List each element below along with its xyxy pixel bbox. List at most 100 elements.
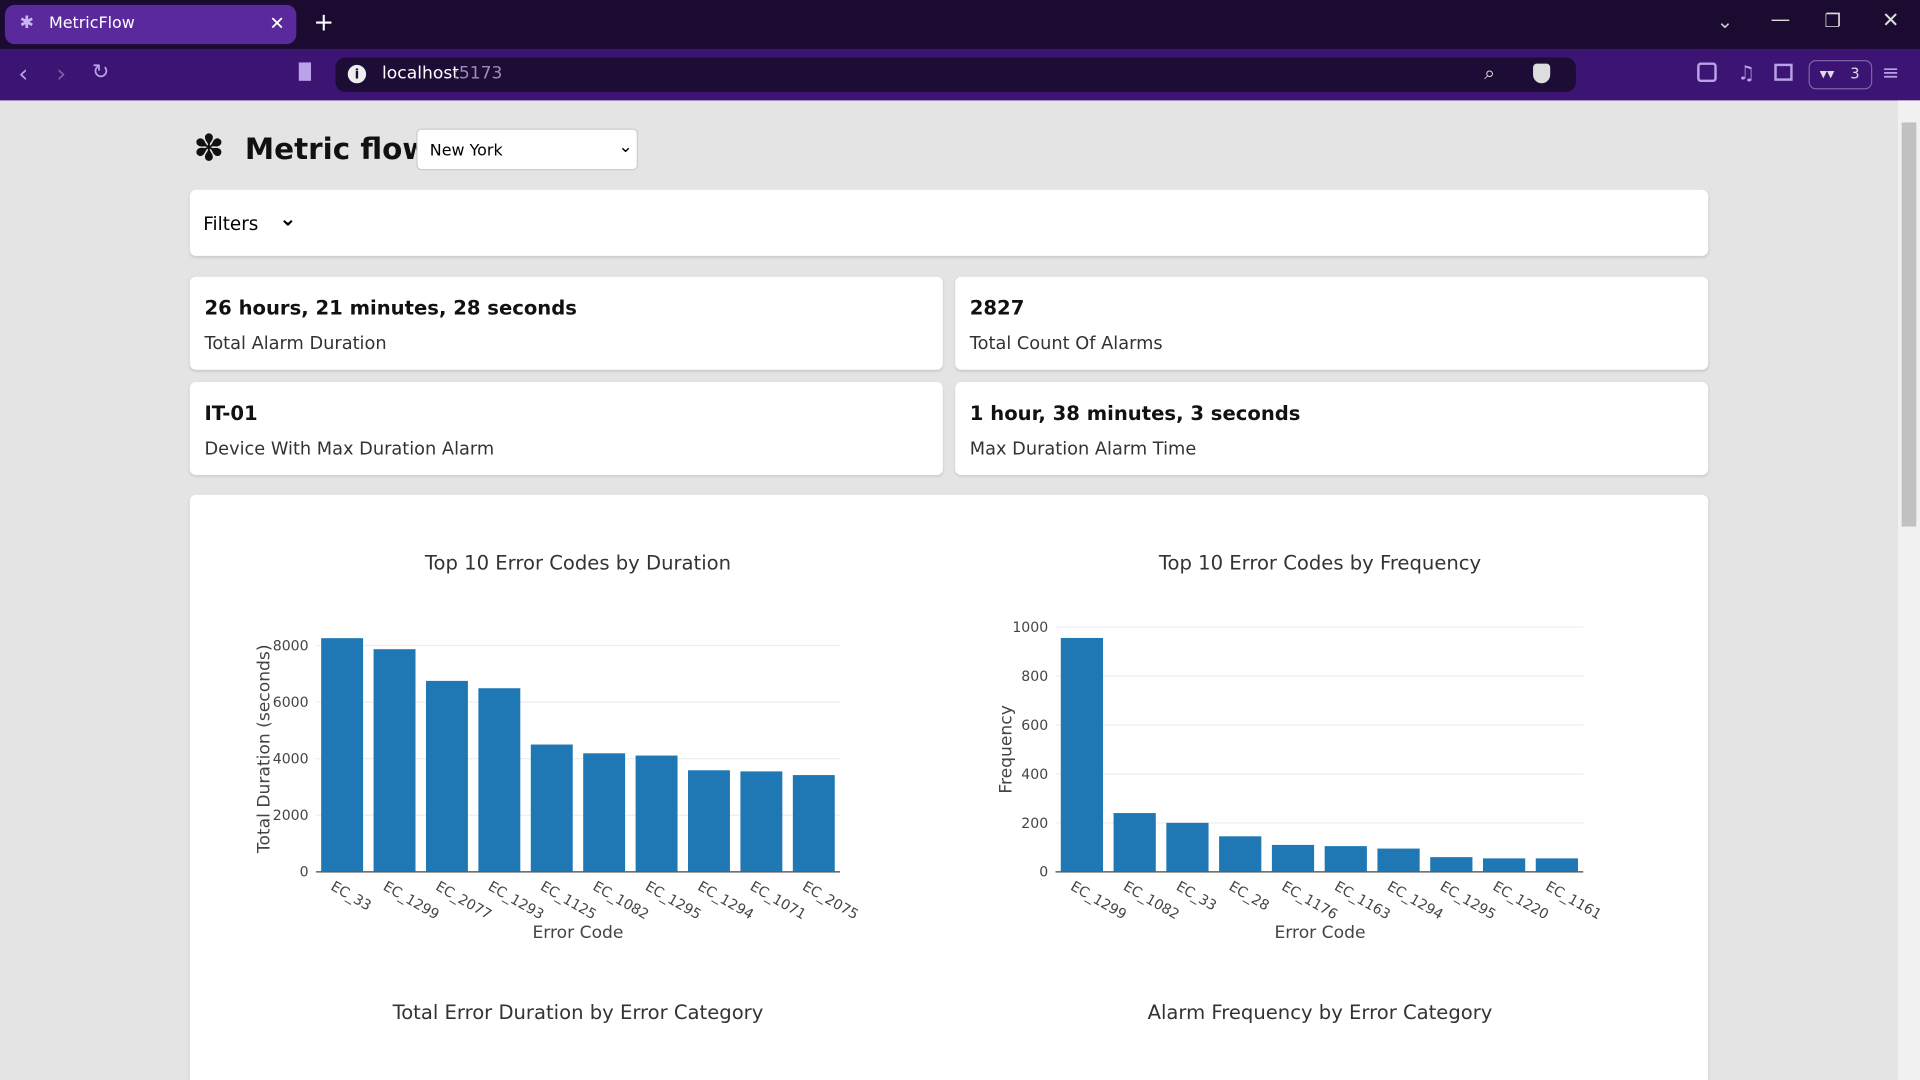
address-bar[interactable]: i localhost:5173 ⌕ (335, 57, 1576, 92)
tab-strip (0, 0, 1920, 49)
x-tick-label: EC_1294 (695, 879, 756, 924)
x-tick-label: EC_2077 (433, 879, 494, 924)
y-tick-label: 8000 (273, 638, 309, 654)
y-tick-label: 200 (1021, 816, 1048, 832)
stat-label: Total Count Of Alarms (969, 334, 1163, 354)
tab-title: MetricFlow (48, 14, 135, 34)
x-tick-label: EC_1082 (590, 879, 651, 924)
new-tab-button[interactable]: + (313, 7, 334, 37)
city-select[interactable]: New York ⌄ (416, 128, 638, 171)
x-tick-label: EC_1125 (538, 879, 599, 924)
select-caret: ⌄ (618, 137, 633, 157)
brand-logo: ✽ (193, 127, 225, 171)
bar (1271, 844, 1315, 872)
bar (321, 638, 364, 872)
bar (688, 770, 730, 872)
close-window-button[interactable]: ✕ (1882, 8, 1900, 34)
wallet-button[interactable]: ▾▾ 3 (1808, 60, 1873, 90)
bar (583, 753, 626, 872)
y-axis-title: Total Duration (seconds) (254, 644, 274, 854)
y-tick-label: 0 (1039, 865, 1048, 881)
x-tick-label: EC_1161 (1543, 879, 1604, 924)
bookmark-button[interactable] (298, 62, 312, 81)
sidebar-button[interactable] (1774, 63, 1793, 81)
media-button[interactable]: ♫ (1737, 61, 1756, 85)
reload-button[interactable]: ↻ (91, 60, 110, 85)
stat-label: Total Alarm Duration (204, 334, 387, 354)
extensions-button[interactable] (1697, 62, 1717, 83)
y-tick-label: 400 (1021, 767, 1048, 783)
stat-value: 2827 (969, 296, 1025, 320)
chart-title: Top 10 Error Codes by Frequency (1158, 551, 1481, 574)
x-axis-title: Error Code (532, 923, 623, 943)
y-tick-label: 4000 (273, 752, 309, 768)
tab-search[interactable]: ⌄ (1716, 9, 1734, 34)
stat-value: 26 hours, 21 minutes, 28 seconds (204, 296, 577, 320)
x-tick-label: EC_1082 (1120, 879, 1181, 924)
bar (1113, 813, 1156, 872)
y-axis-title: Frequency (996, 705, 1016, 793)
tab-close[interactable]: ✕ (269, 12, 285, 35)
x-tick-label: EC_1295 (642, 879, 703, 924)
x-tick-label: EC_1299 (380, 879, 441, 924)
x-tick-label: EC_2075 (800, 879, 861, 924)
x-tick-label: EC_28 (1226, 879, 1272, 915)
restore-button[interactable]: ❐ (1824, 9, 1841, 32)
stat-value: IT-01 (204, 401, 258, 425)
menu-button[interactable]: ≡ (1882, 61, 1900, 86)
brave-shield[interactable] (1533, 63, 1551, 84)
bar (635, 755, 678, 872)
y-tick-label: 0 (300, 865, 309, 881)
stat-label: Device With Max Duration Alarm (204, 439, 495, 460)
bar (373, 649, 416, 872)
bar (1377, 848, 1420, 872)
bar (1166, 822, 1209, 872)
browser-tab[interactable]: ✱ MetricFlow ✕ (4, 4, 297, 45)
bar (530, 744, 573, 872)
y-tick-label: 600 (1021, 718, 1048, 734)
y-tick-label: 1000 (1012, 620, 1048, 636)
x-tick-label: EC_1071 (747, 879, 808, 924)
stat-card: 1 hour, 38 minutes, 3 seconds Max Duratio… (955, 382, 1709, 476)
zoom-icon[interactable]: ⌕ (1484, 61, 1496, 85)
y-tick-label: 2000 (273, 808, 309, 824)
x-tick-label: EC_1176 (1279, 879, 1340, 924)
x-tick-label: EC_1163 (1332, 879, 1393, 924)
bar (425, 680, 468, 872)
chart-title: Total Error Duration by Error Category (392, 1001, 764, 1024)
stat-value: 1 hour, 38 minutes, 3 seconds (969, 401, 1301, 425)
scrollbar[interactable] (1897, 100, 1920, 1080)
x-tick-label: EC_1293 (485, 879, 546, 924)
url-port: :5173 (453, 63, 503, 84)
bar (1060, 637, 1104, 872)
y-tick-label: 6000 (273, 695, 309, 711)
bar (792, 775, 835, 872)
chart-title: Top 10 Error Codes by Duration (424, 551, 731, 574)
x-tick-label: EC_1295 (1437, 879, 1498, 924)
chart-title: Alarm Frequency by Error Category (1148, 1001, 1493, 1024)
minimize-button[interactable]: — (1770, 7, 1791, 31)
x-tick-label: EC_33 (328, 879, 374, 915)
city-value: New York (429, 142, 503, 161)
bar (1482, 858, 1526, 872)
back-button[interactable]: ‹ (18, 58, 29, 89)
stat-card: 2827 Total Count Of Alarms (955, 276, 1709, 370)
x-tick-label: EC_1299 (1068, 879, 1129, 924)
url-host: localhost (382, 63, 459, 84)
filters-panel[interactable]: Filters ⌄ (189, 189, 1709, 256)
bar (1219, 836, 1262, 872)
bar (1430, 857, 1473, 872)
stat-card: 26 hours, 21 minutes, 28 seconds Total Al… (189, 276, 943, 370)
stat-card: IT-01 Device With Max Duration Alarm (189, 382, 943, 476)
forward-button[interactable]: › (56, 58, 67, 89)
brand-name: Metric flow (244, 132, 430, 167)
wallet-icon: ▾▾ (1819, 64, 1835, 83)
bar (1324, 846, 1367, 872)
bar (740, 771, 783, 872)
scroll-thumb[interactable] (1901, 122, 1917, 527)
site-info-icon[interactable]: i (347, 64, 367, 84)
filters-toggle[interactable]: ⌄ (279, 206, 297, 232)
